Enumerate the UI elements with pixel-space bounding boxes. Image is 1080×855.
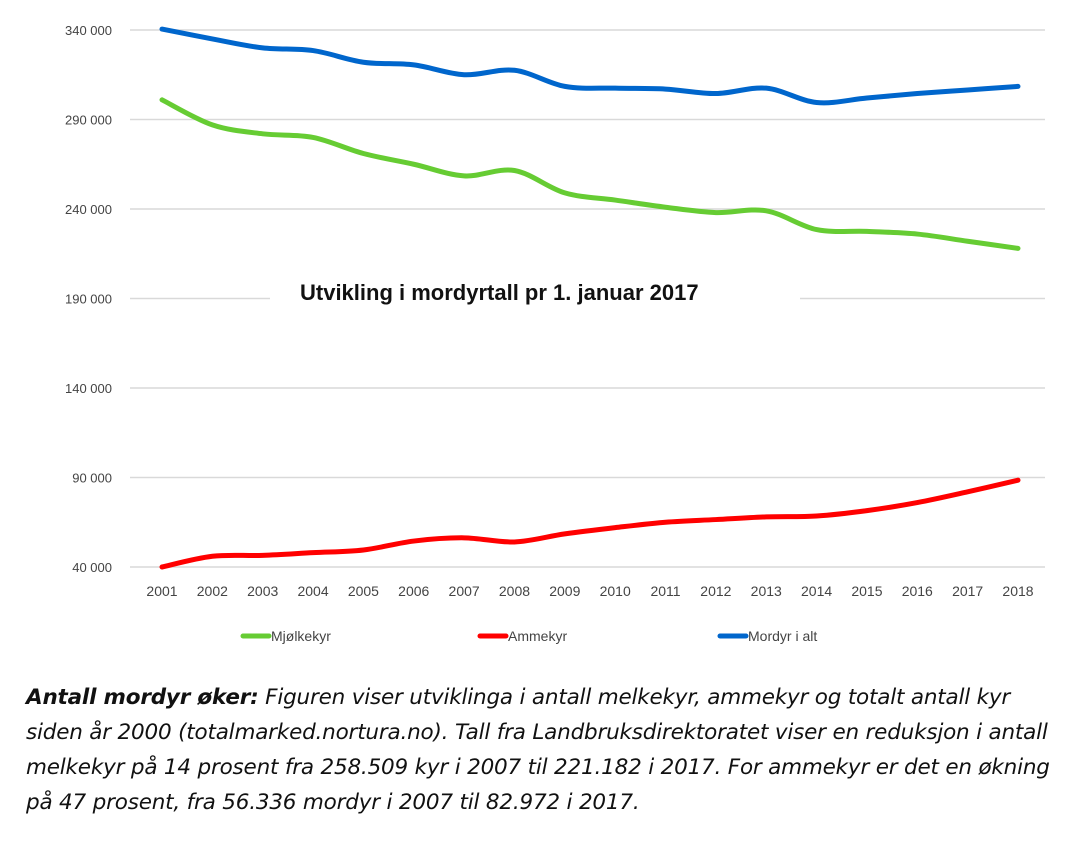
y-tick-label: 290 000 (65, 113, 112, 128)
x-tick-label: 2017 (952, 583, 983, 599)
x-tick-label: 2002 (197, 583, 228, 599)
x-tick-label: 2007 (449, 583, 480, 599)
x-tick-label: 2006 (398, 583, 429, 599)
y-tick-label: 240 000 (65, 202, 112, 217)
y-tick-label: 90 000 (72, 471, 112, 486)
x-tick-label: 2001 (146, 583, 177, 599)
x-tick-label: 2005 (348, 583, 379, 599)
series-line-mjølkekyr (159, 97, 1021, 251)
y-axis-ticks: 40 000 90 000 140 000 190 000 240 000 290 000… (65, 23, 112, 575)
x-tick-label: 2011 (650, 583, 680, 599)
x-tick-label: 2008 (499, 583, 530, 599)
y-tick-label: 140 000 (65, 381, 112, 396)
x-tick-label: 2016 (902, 583, 933, 599)
x-tick-label: 2004 (297, 583, 328, 599)
x-tick-label: 2013 (751, 583, 782, 599)
series-line-mordyr-i-alt (159, 26, 1021, 106)
legend-label: Ammekyr (508, 628, 567, 644)
x-tick-label: 2003 (247, 583, 278, 599)
y-tick-label: 190 000 (65, 292, 112, 307)
x-tick-label: 2015 (851, 583, 882, 599)
legend-label: Mjølkekyr (271, 628, 331, 644)
y-tick-label: 40 000 (72, 560, 112, 575)
y-tick-label: 340 000 (65, 23, 112, 38)
caption-heading: Antall mordyr øker: (26, 685, 259, 710)
x-tick-label: 2014 (801, 583, 832, 599)
series-lines (159, 26, 1021, 570)
title-background (270, 270, 800, 314)
x-tick-label: 2018 (1002, 583, 1033, 599)
x-axis-ticks: 2001 2002 2003 2004 2005 2006 2007 2008 2009 2010… (146, 583, 1033, 599)
x-tick-label: 2012 (700, 583, 731, 599)
caption-text: Figuren viser utviklinga i antall melkek… (26, 685, 1050, 815)
figure-caption: Antall mordyr øker: Figuren viser utvikl… (26, 680, 1071, 820)
x-tick-label: 2009 (549, 583, 580, 599)
x-tick-label: 2010 (600, 583, 631, 599)
legend-label: Mordyr i alt (748, 628, 817, 644)
legend: Mjølkekyr Ammekyr Mordyr i alt (240, 628, 817, 644)
series-line-ammekyr (159, 477, 1021, 570)
chart-title: Utvikling i mordyrtall pr 1. januar 2017 (300, 280, 699, 305)
line-chart: 40 000 90 000 140 000 190 000 240 000 290 000… (65, 23, 1045, 644)
